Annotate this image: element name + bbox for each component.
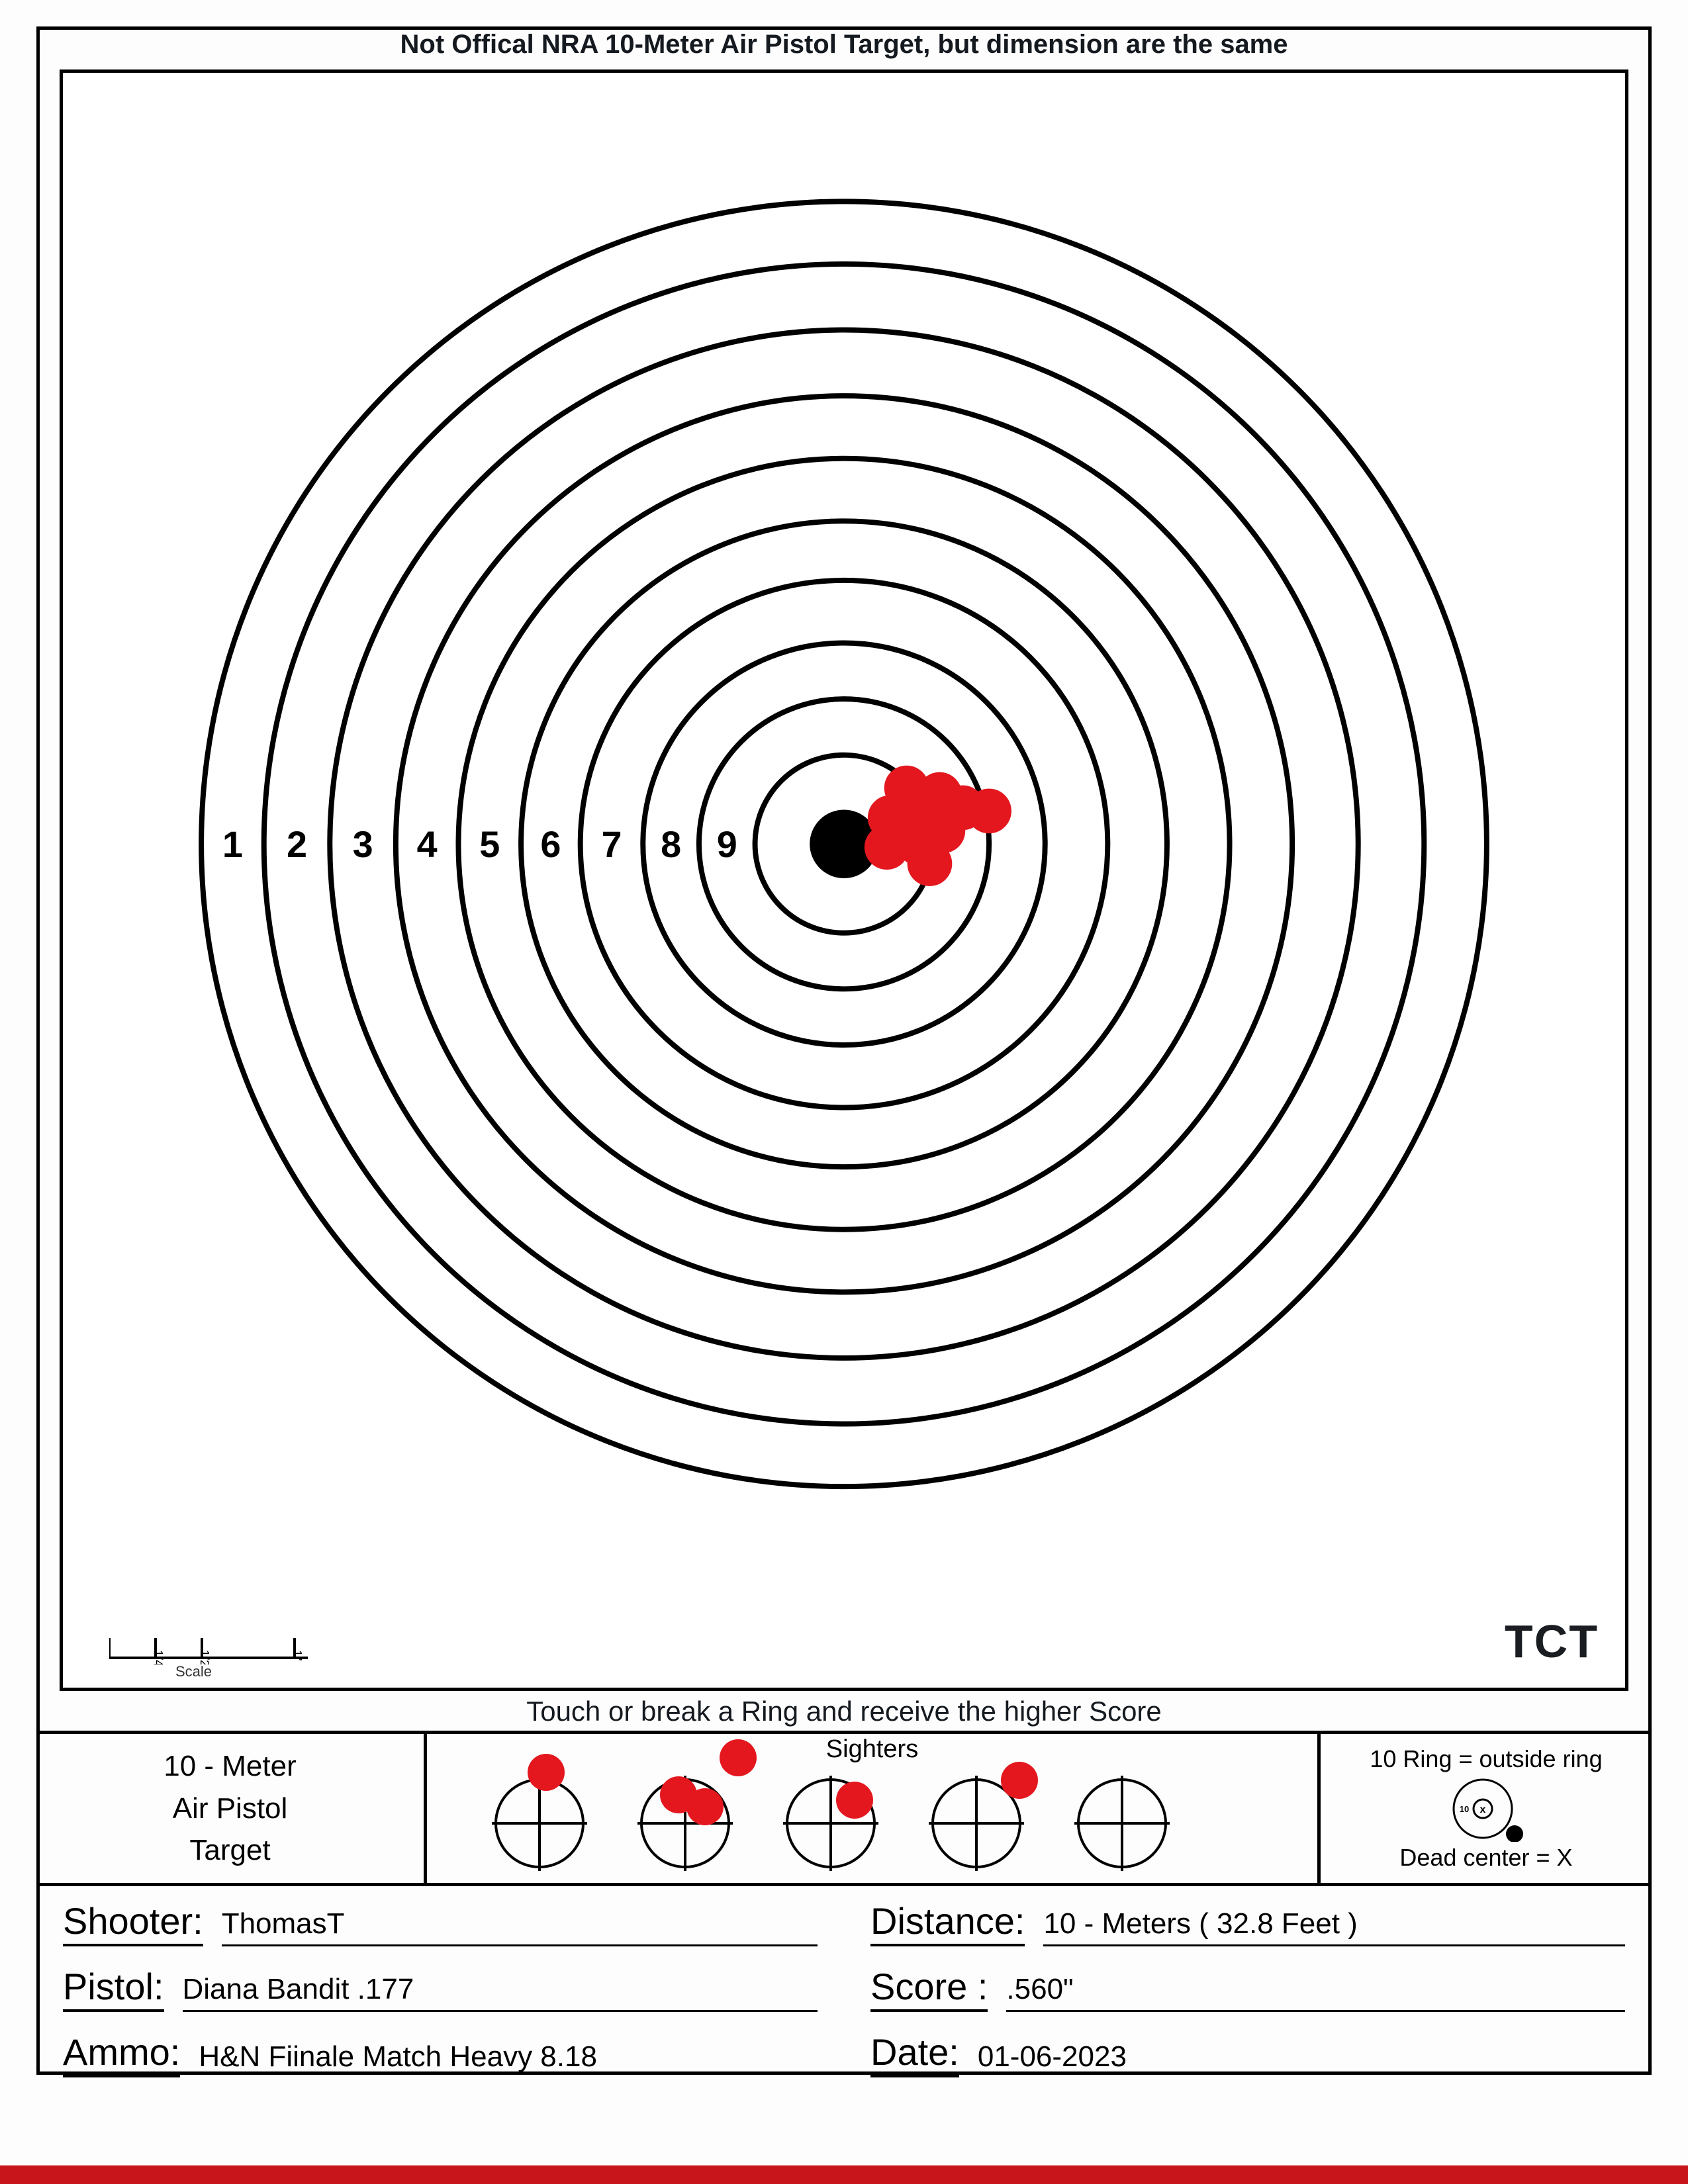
pistol-value: Diana Bandit .177 — [183, 1973, 818, 2012]
ammo-value: H&N Fiinale Match Heavy 8.18 — [199, 2040, 818, 2077]
svg-text:1/4": 1/4" — [152, 1650, 165, 1664]
sighters-label: Sighters — [427, 1735, 1317, 1764]
svg-text:10: 10 — [1460, 1804, 1469, 1814]
svg-text:7: 7 — [601, 824, 622, 865]
distance-value: 10 - Meters ( 32.8 Feet ) — [1043, 1907, 1625, 1946]
svg-text:6: 6 — [540, 824, 561, 865]
date-label: Date: — [870, 2030, 959, 2077]
svg-text:1": 1" — [291, 1650, 304, 1661]
scoring-caption: Touch or break a Ring and receive the hi… — [36, 1696, 1652, 1727]
shooter-line: Shooter: ThomasT — [63, 1899, 818, 1946]
scale-ruler: 1/4"1/2"1" Scale — [109, 1612, 334, 1664]
score-line: Score : .560" — [870, 1965, 1625, 2012]
mid-left-l1: 10 - Meter — [164, 1745, 297, 1788]
scale-label: Scale — [175, 1663, 212, 1680]
svg-text:5: 5 — [479, 824, 500, 865]
info-block: Shooter: ThomasT Pistol: Diana Bandit .1… — [36, 1886, 1652, 2075]
date-line: Date: 01-06-2023 — [870, 2030, 1625, 2077]
score-value: .560" — [1006, 1973, 1625, 2012]
svg-text:1/2": 1/2" — [198, 1650, 211, 1664]
pistol-line: Pistol: Diana Bandit .177 — [63, 1965, 818, 2012]
top-caption: Not Offical NRA 10-Meter Air Pistol Targ… — [36, 30, 1652, 60]
legend-area: 10 Ring = outside ring x 10 Dead center =… — [1321, 1734, 1652, 1883]
svg-text:1: 1 — [222, 824, 243, 865]
info-col-right: Distance: 10 - Meters ( 32.8 Feet ) Scor… — [844, 1886, 1652, 2075]
score-label: Score : — [870, 1965, 988, 2012]
target-svg: 1 2 3 456789 — [63, 73, 1625, 1688]
legend-svg: x 10 — [1436, 1776, 1536, 1842]
ammo-label: Ammo: — [63, 2030, 180, 2077]
mid-left-l3: Target — [189, 1829, 270, 1872]
svg-text:9: 9 — [717, 824, 737, 865]
svg-text:4: 4 — [417, 824, 438, 865]
date-value: 01-06-2023 — [978, 2040, 1625, 2077]
distance-label: Distance: — [870, 1899, 1025, 1946]
tct-mark: TCT — [1505, 1615, 1599, 1668]
pistol-label: Pistol: — [63, 1965, 164, 2012]
legend-l1: 10 Ring = outside ring — [1370, 1743, 1602, 1776]
ammo-line: Ammo: H&N Fiinale Match Heavy 8.18 — [63, 2030, 818, 2077]
bottom-red-bar — [0, 2165, 1688, 2184]
mid-left-l2: Air Pistol — [173, 1788, 288, 1830]
shooter-label: Shooter: — [63, 1899, 203, 1946]
distance-line: Distance: 10 - Meters ( 32.8 Feet ) — [870, 1899, 1625, 1946]
info-col-left: Shooter: ThomasT Pistol: Diana Bandit .1… — [36, 1886, 844, 2075]
sighters-area: Sighters — [427, 1734, 1321, 1883]
svg-text:x: x — [1480, 1804, 1486, 1815]
svg-text:3: 3 — [353, 824, 373, 865]
shooter-value: ThomasT — [222, 1907, 818, 1946]
svg-text:8: 8 — [661, 824, 681, 865]
mid-row: 10 - Meter Air Pistol Target Sighters 10… — [36, 1731, 1652, 1886]
mid-left-label: 10 - Meter Air Pistol Target — [36, 1734, 427, 1883]
legend-l2: Dead center = X — [1399, 1842, 1572, 1874]
main-target-area: 1 2 3 456789 1/4" 1/2" 1" Scale TCT — [60, 69, 1628, 1691]
svg-text:2: 2 — [287, 824, 307, 865]
page-root: Not Offical NRA 10-Meter Air Pistol Targ… — [0, 0, 1688, 2184]
